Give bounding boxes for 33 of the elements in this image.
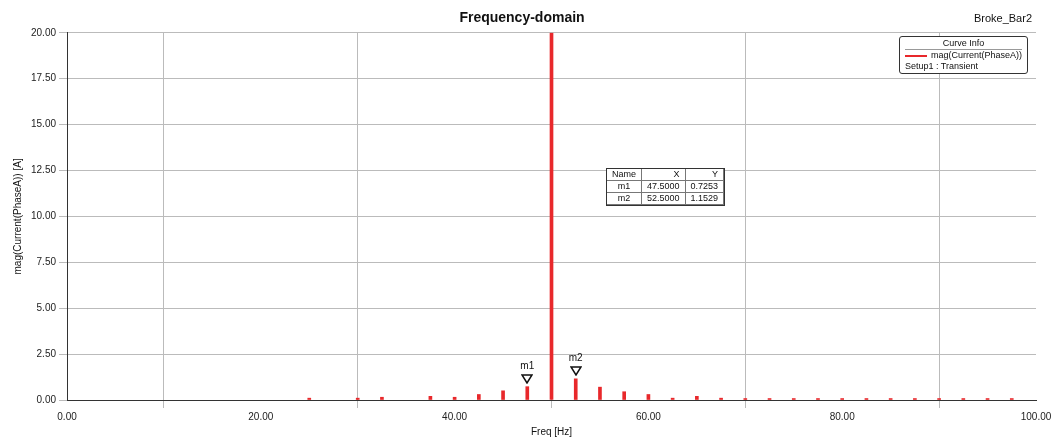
annotation: 47.5000: [642, 181, 686, 193]
annotation: Y: [685, 169, 725, 181]
annotation: m1: [519, 359, 536, 372]
y-tick-label: 12.50: [30, 164, 57, 176]
annotation: Name: [607, 169, 643, 181]
y-tick-label: 20.00: [30, 26, 57, 38]
annotation: m2: [607, 193, 643, 205]
annotation: m2: [567, 351, 584, 364]
x-tick-label: 0.00: [57, 410, 78, 422]
y-tick-label: 2.50: [36, 347, 57, 359]
annotation: 0.7253: [685, 181, 725, 193]
y-tick-label: 0.00: [36, 393, 57, 405]
chart-title: Frequency-domain: [459, 9, 585, 26]
y-tick-label: 10.00: [30, 210, 57, 222]
y-axis-title: mag(Current(PhaseA)) [A]: [11, 158, 23, 275]
annotation: 1.1529: [685, 193, 725, 205]
x-tick-label: 40.00: [442, 410, 468, 422]
legend-title: Curve Info: [904, 38, 1022, 50]
y-tick-label: 15.00: [30, 118, 57, 130]
x-axis-title: Freq [Hz]: [530, 425, 573, 437]
annotation: m1: [607, 181, 643, 193]
y-tick-label: 5.00: [36, 301, 57, 313]
x-tick-label: 80.00: [829, 410, 856, 422]
y-tick-label: 7.50: [36, 256, 57, 268]
legend-label: mag(Current(PhaseA)): [930, 50, 1022, 61]
x-tick-label: 60.00: [635, 410, 662, 422]
annotation: 52.5000: [642, 193, 686, 205]
annotation: Setup1 : Transient: [904, 61, 979, 72]
annotation: X: [642, 169, 686, 181]
y-tick-label: 17.50: [30, 72, 57, 84]
x-tick-label: 20.00: [248, 410, 274, 422]
x-tick-label: 100.00: [1020, 410, 1052, 422]
text: Broke_Bar2: [973, 12, 1032, 24]
